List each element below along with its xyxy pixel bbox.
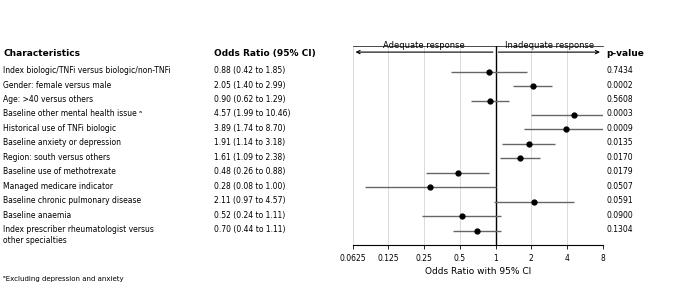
Text: 0.48 (0.26 to 0.88): 0.48 (0.26 to 0.88) [214, 167, 285, 176]
Text: 0.0591: 0.0591 [606, 196, 633, 205]
Text: 2.05 (1.40 to 2.99): 2.05 (1.40 to 2.99) [214, 81, 285, 89]
Text: Adequate response: Adequate response [384, 41, 465, 50]
Text: 0.0003: 0.0003 [606, 109, 633, 119]
Text: p-value: p-value [606, 49, 644, 58]
Text: Characteristics: Characteristics [3, 49, 80, 58]
Text: Baseline anaemia: Baseline anaemia [3, 211, 72, 220]
Text: 0.28 (0.08 to 1.00): 0.28 (0.08 to 1.00) [214, 182, 285, 191]
Text: Historical use of TNFi biologic: Historical use of TNFi biologic [3, 124, 116, 133]
Text: 1.61 (1.09 to 2.38): 1.61 (1.09 to 2.38) [214, 153, 285, 162]
Text: Managed medicare indicator: Managed medicare indicator [3, 182, 114, 191]
X-axis label: Odds Ratio with 95% CI: Odds Ratio with 95% CI [425, 267, 531, 276]
Text: 0.0002: 0.0002 [606, 81, 633, 89]
Text: 2.11 (0.97 to 4.57): 2.11 (0.97 to 4.57) [214, 196, 285, 205]
Text: 0.0179: 0.0179 [606, 167, 633, 176]
Text: 0.0135: 0.0135 [606, 139, 633, 147]
Text: 0.0900: 0.0900 [606, 211, 633, 220]
Text: 0.0507: 0.0507 [606, 182, 633, 191]
Text: Index biologic/TNFi versus biologic/non-TNFi: Index biologic/TNFi versus biologic/non-… [3, 66, 171, 75]
Text: 0.5608: 0.5608 [606, 95, 633, 104]
Text: ᵃExcluding depression and anxiety: ᵃExcluding depression and anxiety [3, 276, 124, 282]
Text: 0.70 (0.44 to 1.11): 0.70 (0.44 to 1.11) [214, 225, 285, 234]
Text: 3.89 (1.74 to 8.70): 3.89 (1.74 to 8.70) [214, 124, 285, 133]
Text: 0.0009: 0.0009 [606, 124, 633, 133]
Text: Inadequate response: Inadequate response [505, 41, 594, 50]
Text: 0.7434: 0.7434 [606, 66, 633, 75]
Text: 4.57 (1.99 to 10.46): 4.57 (1.99 to 10.46) [214, 109, 290, 119]
Text: 0.1304: 0.1304 [606, 225, 633, 234]
Text: 0.52 (0.24 to 1.11): 0.52 (0.24 to 1.11) [214, 211, 285, 220]
Text: Baseline anxiety or depression: Baseline anxiety or depression [3, 139, 121, 147]
Text: 0.90 (0.62 to 1.29): 0.90 (0.62 to 1.29) [214, 95, 285, 104]
Text: Baseline chronic pulmonary disease: Baseline chronic pulmonary disease [3, 196, 142, 205]
Text: Odds Ratio (95% CI): Odds Ratio (95% CI) [214, 49, 316, 58]
Text: Age: >40 versus others: Age: >40 versus others [3, 95, 94, 104]
Text: Baseline use of methotrexate: Baseline use of methotrexate [3, 167, 116, 176]
Text: 0.88 (0.42 to 1.85): 0.88 (0.42 to 1.85) [214, 66, 285, 75]
Text: 0.0170: 0.0170 [606, 153, 633, 162]
Text: 1.91 (1.14 to 3.18): 1.91 (1.14 to 3.18) [214, 139, 285, 147]
Text: Region: south versus others: Region: south versus others [3, 153, 110, 162]
Text: Index prescriber rheumatologist versus
other specialties: Index prescriber rheumatologist versus o… [3, 225, 154, 245]
Text: Gender: female versus male: Gender: female versus male [3, 81, 112, 89]
Text: Baseline other mental health issue ᵃ: Baseline other mental health issue ᵃ [3, 109, 142, 119]
